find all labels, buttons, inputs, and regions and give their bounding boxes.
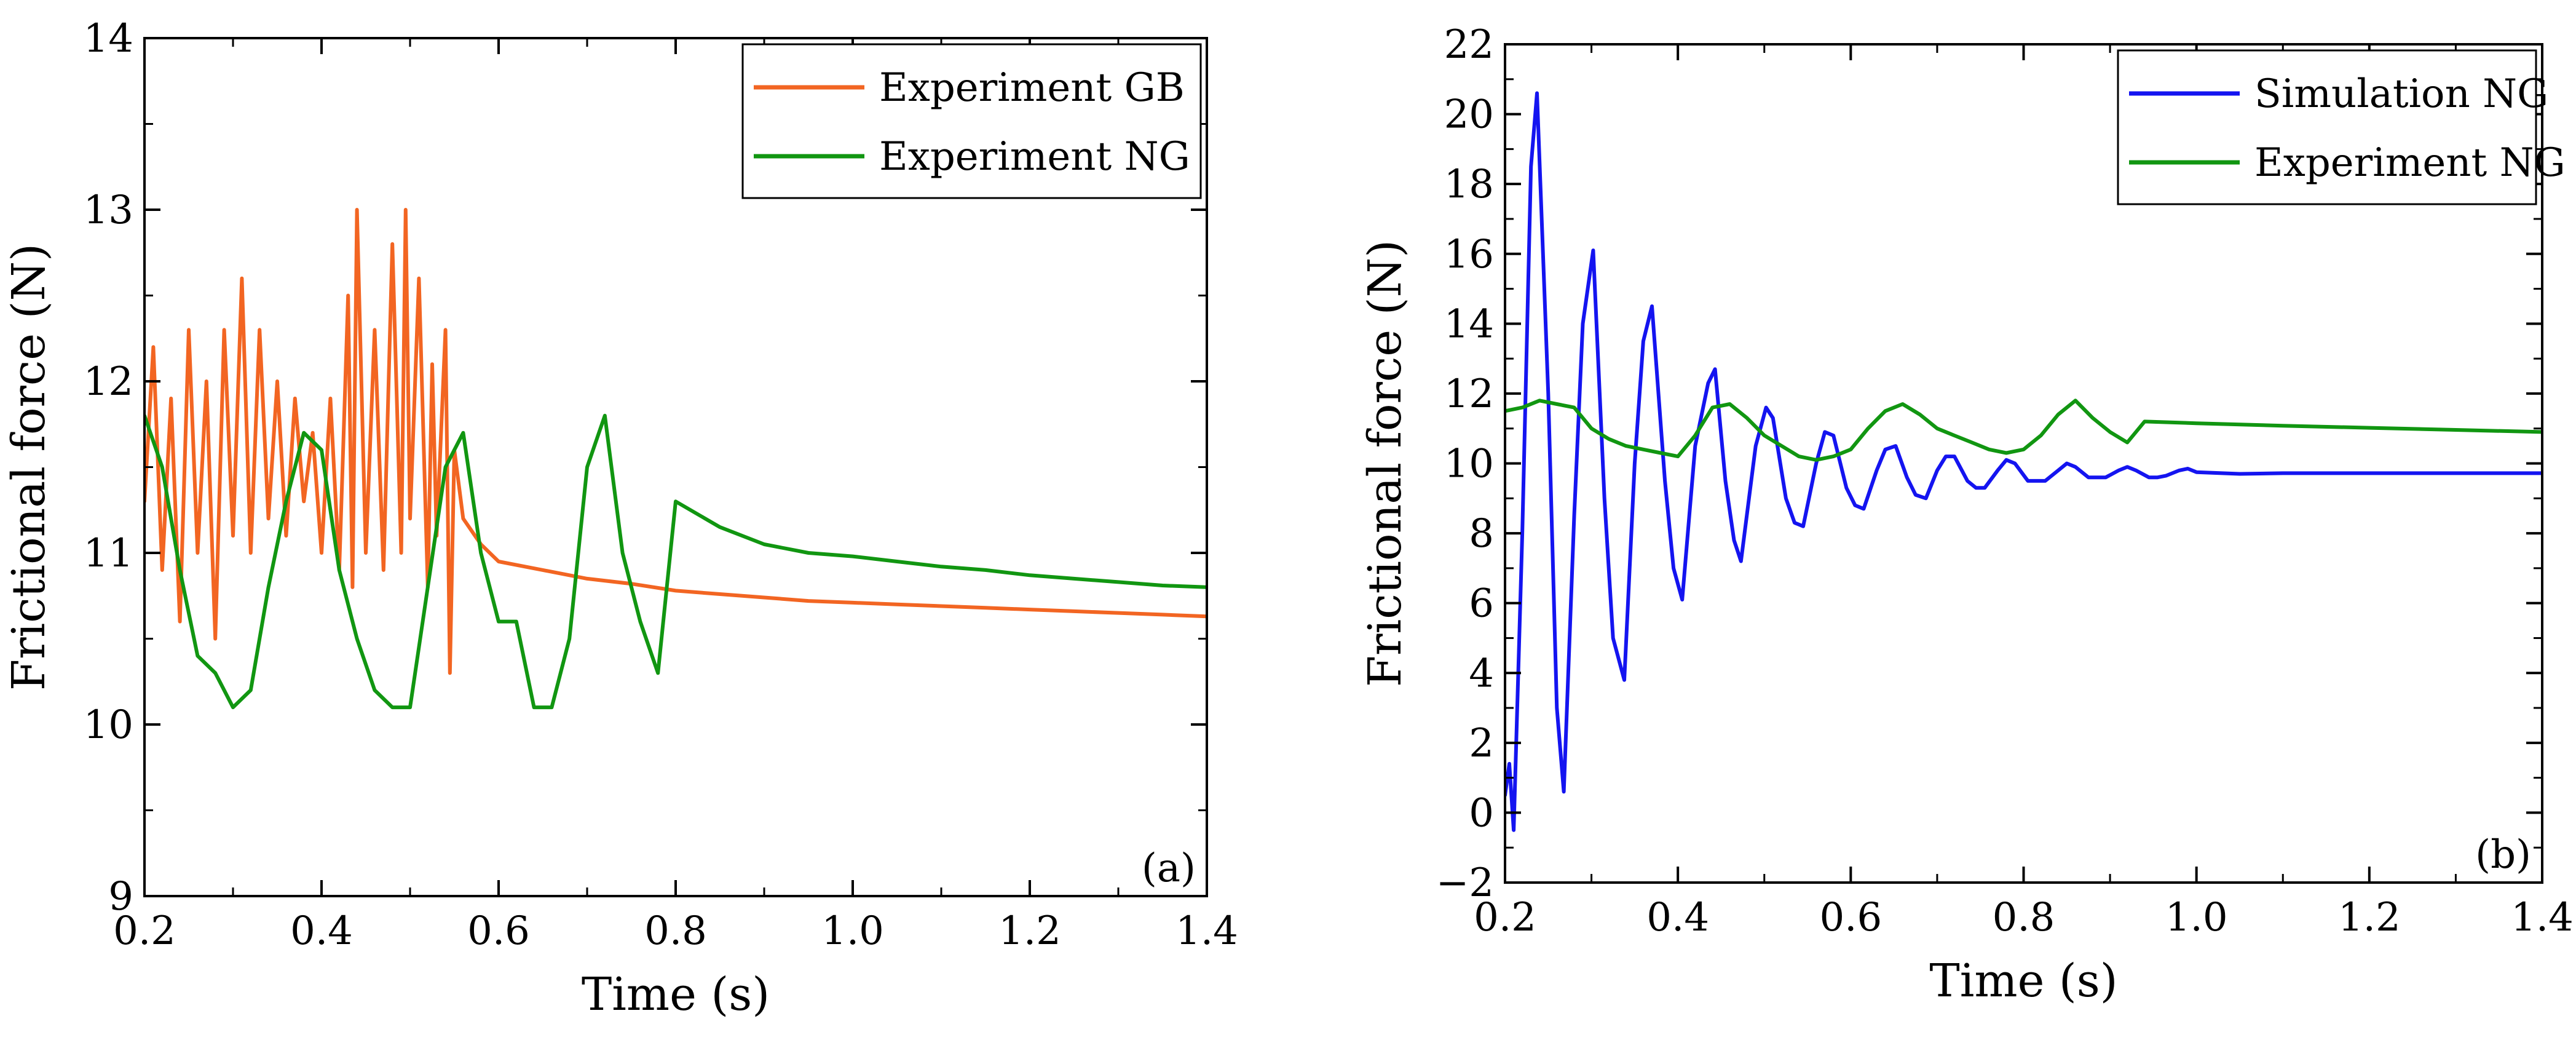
x-tick-label: 0.4 xyxy=(1646,895,1709,940)
x-tick-label: 0.6 xyxy=(1819,895,1882,940)
x-tick-label: 0.2 xyxy=(113,908,176,954)
series-line-experiment-ng xyxy=(1505,399,2542,462)
y-tick-label: 6 xyxy=(1469,581,1494,627)
y-tick-label: 2 xyxy=(1469,721,1494,766)
chart-panel-a: 0.2 0.4 0.6 0.8 1.0 1.2 1.4 9 10 11 12 13 14 Time (s)… xyxy=(2,16,1238,1021)
y-tick-label: 18 xyxy=(1444,162,1494,207)
legend-entry: Simulation NG xyxy=(2254,71,2548,117)
legend-entry: Experiment GB xyxy=(879,65,1185,111)
x-tick-label: 0.8 xyxy=(644,908,707,954)
legend: Experiment GB Experiment NG xyxy=(741,43,1202,199)
x-tick-label: 1.4 xyxy=(2511,895,2574,940)
y-tick-label: 8 xyxy=(1469,511,1494,557)
x-tick-label: 1.0 xyxy=(821,908,884,954)
series-line-experiment-gb xyxy=(144,208,1207,675)
legend-frame xyxy=(741,43,1202,199)
y-tick-label: 16 xyxy=(1444,232,1494,277)
y-tick-label: 0 xyxy=(1469,790,1494,836)
y-tick-label: 14 xyxy=(84,16,133,62)
series-line-simulation-ng xyxy=(1505,91,2542,832)
x-tick-label: 0.6 xyxy=(467,908,530,954)
x-axis-label: Time (s) xyxy=(1929,955,2117,1007)
y-tick-label: 11 xyxy=(84,531,133,576)
x-tick-label: 1.2 xyxy=(2338,895,2401,940)
x-tick-label: 0.4 xyxy=(290,908,353,954)
panel-label: (a) xyxy=(1142,846,1196,891)
x-axis-label: Time (s) xyxy=(582,968,770,1021)
chart-panel-b: 0.2 0.4 0.6 0.8 1.0 1.2 1.4 −2 0 2 4 6 8 10 12 14 16 18 20… xyxy=(1359,22,2574,1007)
x-tick-label: 0.2 xyxy=(1474,895,1536,940)
x-tick-label: 1.4 xyxy=(1175,908,1238,954)
y-axis-label: Frictional force (N) xyxy=(2,244,55,691)
y-tick-label: 10 xyxy=(1444,442,1494,487)
x-tick-label: 1.2 xyxy=(998,908,1061,954)
y-axis-label: Frictional force (N) xyxy=(1359,240,1412,687)
legend: Simulation NG Experiment NG xyxy=(2117,49,2566,205)
y-tick-label: 12 xyxy=(84,359,133,405)
legend-frame xyxy=(2117,49,2537,205)
x-tick-label: 1.0 xyxy=(2165,895,2228,940)
panel-label: (b) xyxy=(2475,832,2531,878)
series-line-experiment-ng xyxy=(144,413,1207,710)
y-tick-label: 20 xyxy=(1444,92,1494,138)
y-tick-label: 4 xyxy=(1469,651,1494,696)
y-tick-label: 9 xyxy=(108,874,133,919)
legend-entry: Experiment NG xyxy=(2254,140,2566,186)
y-tick-label: −2 xyxy=(1436,860,1494,906)
y-tick-label: 14 xyxy=(1444,301,1494,347)
y-tick-label: 13 xyxy=(84,188,133,233)
y-tick-label: 10 xyxy=(84,702,133,748)
x-tick-label: 0.8 xyxy=(1993,895,2055,940)
y-tick-label: 12 xyxy=(1444,371,1494,417)
y-tick-label: 22 xyxy=(1444,22,1494,68)
legend-entry: Experiment NG xyxy=(879,134,1190,180)
